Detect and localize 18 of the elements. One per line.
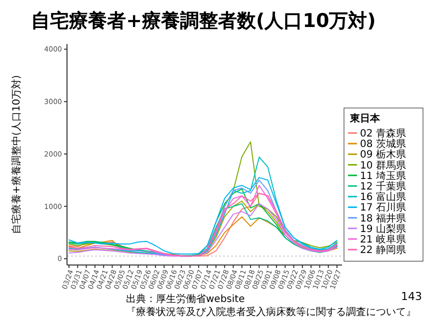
legend-label: 18 福井県 bbox=[360, 212, 406, 224]
legend-label: 22 静岡県 bbox=[360, 244, 406, 256]
text: 143 bbox=[401, 290, 422, 303]
legend-label: 12 千葉県 bbox=[360, 180, 406, 192]
legend-label: 19 山梨県 bbox=[360, 222, 406, 235]
text: 『療養状況等及び入院患者受入病床数等に関する調査について』 bbox=[126, 306, 416, 318]
legend-label: 17 石川県 bbox=[360, 202, 406, 214]
chart-title: 自宅療養者+療養調整者数(人口10万対) bbox=[31, 10, 376, 32]
source-note: 出典：厚生労働省website bbox=[126, 293, 245, 305]
legend-label: 16 富山県 bbox=[360, 191, 406, 204]
legend-label: 09 栃木県 bbox=[360, 148, 406, 161]
legend-label: 21 岐阜県 bbox=[360, 234, 406, 246]
legend-label: 10 群馬県 bbox=[360, 159, 406, 172]
legend-label: 02 青森県 bbox=[360, 128, 406, 140]
legend-label: 11 埼玉県 bbox=[360, 170, 406, 182]
legend-title: 東日本 bbox=[349, 112, 381, 124]
y-axis-title: 自宅療養+療養調整中(人口10万対) bbox=[10, 74, 22, 234]
legend-label: 08 茨城県 bbox=[360, 138, 406, 150]
